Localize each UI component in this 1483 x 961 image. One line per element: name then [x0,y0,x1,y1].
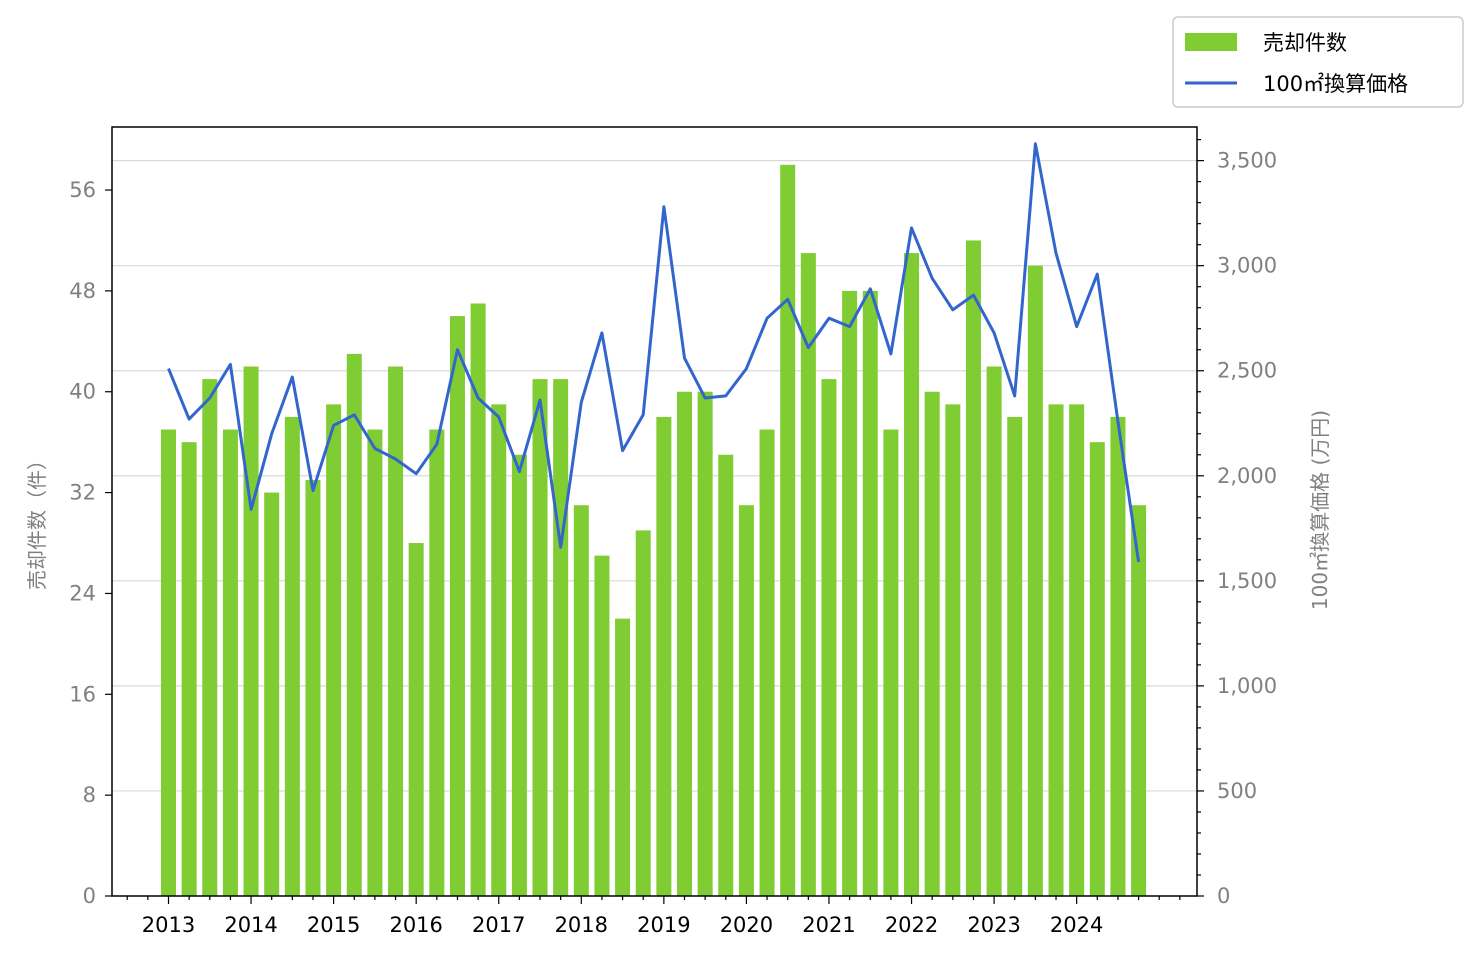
legend-line-label: 100㎡換算価格 [1263,72,1408,96]
y-left-tick-label: 32 [69,481,96,505]
x-tick-label: 2018 [555,913,608,937]
bar [945,404,961,896]
y-right-tick-label: 3,500 [1217,149,1277,173]
bar [1069,404,1085,896]
bar [1089,442,1105,896]
legend-box [1172,16,1464,108]
plot-frame [111,126,1198,897]
x-tick-label: 2020 [720,913,773,937]
y-axis-left: 0 8 16 24 32 40 48 56 [69,178,112,908]
bar [511,454,527,896]
y-right-tick-label: 2,000 [1217,464,1277,488]
bar [677,391,692,896]
bar [305,479,321,896]
bar [429,429,445,896]
bar [1007,416,1023,896]
x-tick-label: 2024 [1050,913,1103,937]
bar [181,442,197,896]
x-tick-label: 2017 [472,913,525,937]
y-left-tick-label: 0 [83,884,96,908]
x-tick-label: 2019 [637,913,690,937]
bar [842,290,858,896]
bar [388,366,404,896]
y-right-tick-label: 0 [1217,884,1230,908]
bar [780,164,796,896]
bar [965,240,981,897]
bar [718,454,734,896]
x-tick-label: 2013 [142,913,195,937]
bar [449,316,465,896]
bar [161,429,176,896]
bar [408,543,424,896]
bar [1027,265,1043,896]
y-right-tick-label: 1,000 [1217,674,1277,698]
bar [470,303,486,896]
x-tick-label: 2022 [885,913,938,937]
bar [491,404,507,896]
bar [1131,505,1147,896]
y-axis-right-title: 100㎡換算価格 (万円) [1308,410,1332,610]
bar [656,416,672,896]
bar [924,391,940,896]
bar [883,429,899,896]
legend-bar-swatch [1185,33,1237,51]
y-left-tick-label: 48 [69,279,96,303]
y-right-tick-label: 1,500 [1217,569,1277,593]
bar [346,353,362,896]
bar [697,391,713,896]
bar [986,366,1002,896]
bar [615,618,631,896]
x-tick-label: 2023 [967,913,1020,937]
bar [532,379,548,897]
y-left-tick-label: 40 [69,380,96,404]
bar [738,505,754,896]
line-path [167,142,1141,563]
bar [222,429,238,896]
bar [1110,416,1126,896]
y-left-tick-label: 16 [69,682,96,706]
legend: 売却件数 100㎡換算価格 [1172,16,1464,108]
y-left-tick-label: 56 [69,178,96,202]
bar [759,429,775,896]
x-tick-label: 2015 [307,913,360,937]
bar [367,429,383,896]
bar-series [161,164,1147,897]
x-axis: 2013 2014 2015 2016 2017 2018 2019 2020 2021 2022… [126,896,1181,937]
y-left-tick-label: 8 [83,783,96,807]
line-series [167,142,1141,563]
legend-bar-label: 売却件数 [1263,31,1347,55]
y-left-tick-label: 24 [69,581,96,605]
y-axis-left-title: 売却件数（件） [25,450,49,590]
bar [821,379,837,897]
x-tick-label: 2021 [802,913,855,937]
y-right-tick-label: 500 [1217,779,1257,803]
bar [202,379,218,897]
y-right-tick-label: 2,500 [1217,359,1277,383]
bar [553,379,569,897]
x-tick-label: 2014 [224,913,277,937]
bar [800,253,816,897]
y-right-tick-label: 3,000 [1217,254,1277,278]
bar [904,253,920,897]
bar [635,530,651,896]
y-axis-right: 0 500 1,000 1,500 2,000 2,500 3,000 3,500 [1197,139,1277,908]
x-tick-label: 2016 [389,913,442,937]
bar [1048,404,1064,896]
bar [573,505,589,896]
bar [594,555,610,896]
bar [243,366,259,896]
bar [264,492,280,896]
bar [326,404,342,896]
bar [284,416,300,896]
bar [862,290,878,896]
